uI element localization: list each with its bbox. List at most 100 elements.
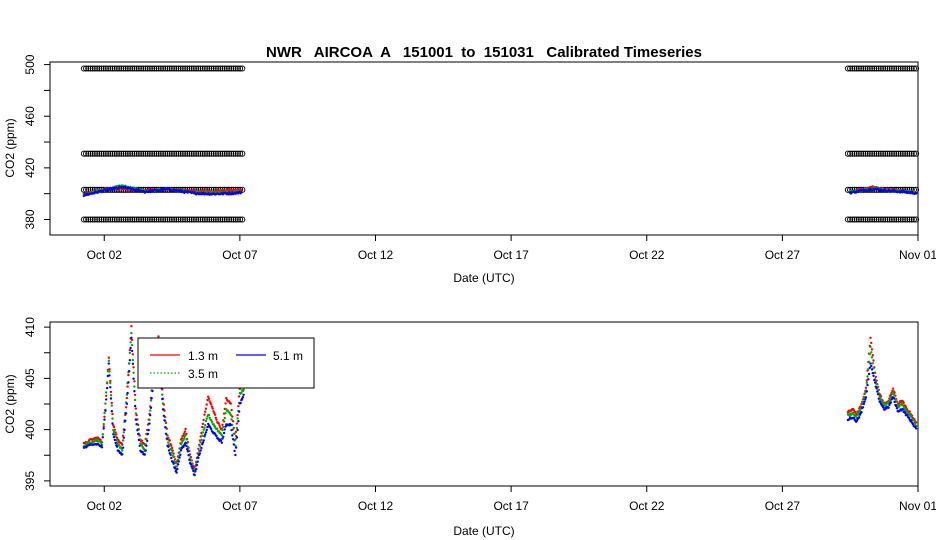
series-2-point — [107, 359, 111, 362]
reference-point — [851, 150, 858, 157]
reference-point — [851, 65, 858, 72]
series-2-point — [182, 437, 186, 440]
series-1-point — [215, 418, 218, 421]
reference-point — [122, 150, 129, 157]
series-1-point — [201, 422, 205, 426]
series-3-point — [191, 467, 194, 470]
series-1-point — [864, 386, 868, 389]
series-2-point — [234, 444, 237, 447]
series-2-point — [170, 451, 174, 454]
reference-point — [155, 65, 162, 72]
reference-point — [91, 150, 98, 157]
reference-point — [882, 65, 889, 72]
series-3-point — [124, 412, 128, 415]
reference-point — [118, 150, 125, 157]
reference-point — [897, 150, 904, 157]
series-1-point — [109, 390, 113, 394]
series-1-point — [229, 402, 232, 405]
bottom-x-tick-label: Oct 17 — [493, 499, 529, 513]
reference-point — [193, 216, 200, 223]
reference-point — [116, 216, 123, 223]
series-2-point — [891, 391, 895, 394]
reference-point — [199, 65, 206, 72]
reference-point — [188, 65, 195, 72]
reference-point — [201, 65, 208, 72]
reference-point — [151, 150, 158, 157]
reference-point — [182, 65, 189, 72]
series-1-point — [130, 325, 133, 328]
reference-point — [80, 65, 87, 72]
series-1-point — [854, 411, 857, 414]
reference-point — [120, 150, 127, 157]
reference-point — [204, 65, 211, 72]
reference-point — [80, 150, 87, 157]
bottom-y-tick-label: 410 — [23, 317, 37, 337]
reference-point — [94, 150, 101, 157]
series-3-point — [137, 432, 140, 436]
series-3-point — [240, 191, 243, 194]
legend-entry-1: 1.3 m — [188, 349, 218, 363]
bottom-panel: Date (UTC) CO2 (ppm) Oct 02 Oct 07 Oct 12 O… — [3, 317, 936, 538]
reference-point — [96, 150, 103, 157]
reference-point — [162, 65, 169, 72]
series-1-point — [124, 406, 128, 409]
reference-point — [83, 150, 90, 157]
reference-point — [107, 150, 114, 157]
series-3-point — [173, 467, 177, 470]
reference-point — [168, 216, 175, 223]
series-1-point — [235, 422, 239, 425]
series-3-point — [107, 362, 111, 365]
top-x-tick-label: Oct 07 — [222, 248, 258, 262]
reference-point — [173, 150, 180, 157]
top-y-tick-label: 380 — [23, 209, 37, 229]
series-1-point — [237, 405, 240, 408]
reference-point — [166, 216, 173, 223]
reference-point — [208, 150, 215, 157]
reference-point — [223, 150, 230, 157]
series-3-point — [162, 414, 165, 417]
reference-point — [109, 150, 116, 157]
series-1-point — [102, 425, 105, 428]
reference-point — [193, 65, 200, 72]
series-3-point — [873, 378, 876, 382]
reference-point — [98, 65, 105, 72]
series-3-point — [109, 386, 112, 389]
reference-point — [908, 65, 915, 72]
series-2-point — [871, 362, 874, 365]
reference-point — [891, 150, 898, 157]
reference-point — [228, 65, 235, 72]
series-2-point — [105, 381, 109, 384]
series-1-point — [107, 356, 111, 359]
series-1-point — [203, 413, 206, 416]
reference-point — [173, 65, 180, 72]
series-3-point — [178, 456, 181, 459]
reference-point — [877, 150, 884, 157]
series-2-point — [167, 441, 170, 444]
series-3-point — [184, 441, 187, 444]
reference-point — [142, 65, 149, 72]
series-1-point — [157, 335, 160, 338]
reference-point — [237, 150, 244, 157]
reference-point — [87, 150, 94, 157]
reference-point — [208, 65, 215, 72]
series-1-point — [871, 354, 874, 357]
series-3-point — [176, 467, 179, 471]
series-3-point — [867, 372, 871, 376]
reference-point — [904, 150, 911, 157]
series-2-point — [202, 428, 205, 431]
reference-point — [904, 216, 911, 223]
series-3-point — [229, 423, 232, 427]
series-3-point — [127, 381, 130, 384]
reference-point — [177, 65, 184, 72]
reference-point — [228, 216, 235, 223]
series-3-point — [163, 419, 166, 422]
reference-point — [190, 150, 197, 157]
series-1-point — [891, 387, 895, 390]
series-3-point — [108, 374, 111, 377]
reference-point — [129, 65, 136, 72]
series-3-point — [873, 381, 877, 384]
reference-point — [869, 65, 876, 72]
series-2-point — [869, 345, 872, 349]
series-3-point — [149, 414, 152, 417]
series-1-point — [131, 353, 135, 356]
